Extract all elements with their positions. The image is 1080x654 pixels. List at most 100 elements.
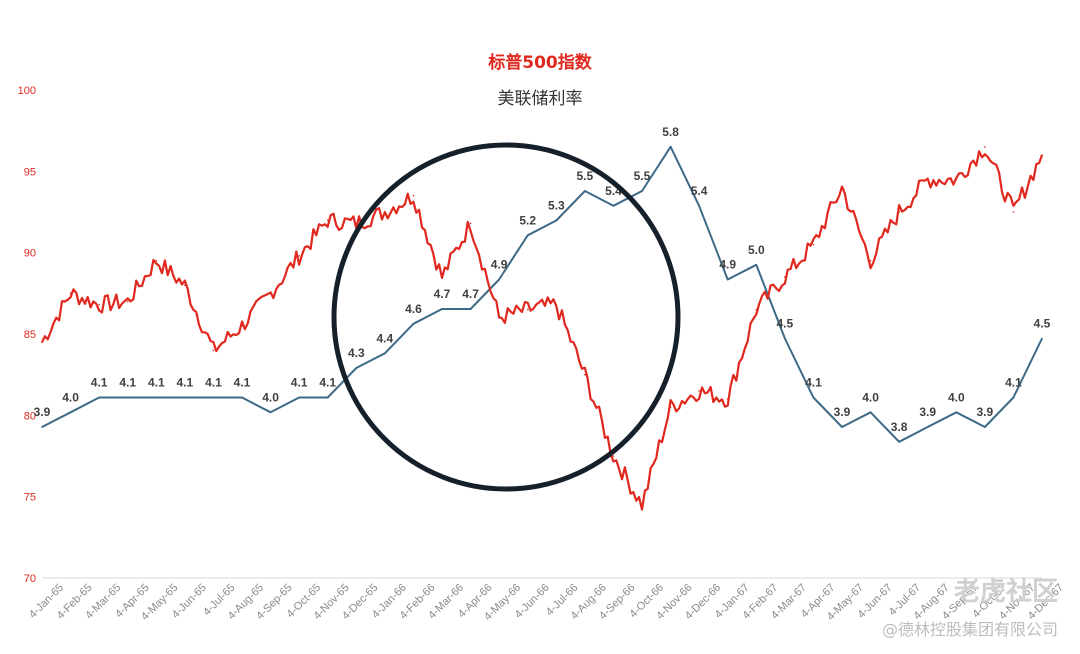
sp500-point <box>641 504 643 506</box>
highlight-circle <box>331 142 681 492</box>
fed-rate-data-label: 4.0 <box>948 390 965 404</box>
fed-rate-point <box>641 190 643 192</box>
fed-rate-point <box>355 367 358 369</box>
fed-rate-point <box>412 322 415 325</box>
fed-rate-point <box>755 263 758 266</box>
fed-rate-point <box>384 352 386 355</box>
sp500-point <box>1012 211 1015 213</box>
sp500-point <box>898 211 900 213</box>
fed-rate-data-label: 4.1 <box>1005 376 1022 390</box>
fed-rate-point <box>698 204 700 207</box>
fed-rate-point <box>526 234 529 237</box>
fed-rate-data-label: 4.9 <box>719 258 736 272</box>
fed-rate-point <box>212 396 215 399</box>
sp500-point <box>784 276 786 278</box>
y-axis: 100 95 90 85 80 75 70 <box>18 85 36 585</box>
sp500-point <box>869 260 872 262</box>
fed-rate-data-label: 5.5 <box>577 169 594 183</box>
fed-rate-data-label: 4.7 <box>434 287 451 301</box>
fed-rate-point <box>241 396 243 399</box>
fed-rate-data-label: 5.5 <box>634 169 651 183</box>
fed-rate-data-label: 4.6 <box>405 302 422 316</box>
fed-rate-data-label: 4.7 <box>462 287 479 301</box>
sp500-point <box>412 194 415 197</box>
y-tick-label: 75 <box>24 492 36 504</box>
fed-rate-data-label: 4.3 <box>348 346 365 360</box>
fed-rate-data-label: 4.1 <box>319 376 336 390</box>
fed-rate-point <box>869 411 872 414</box>
sp500-series <box>41 146 1044 511</box>
fed-rate-data-label: 4.1 <box>234 376 251 390</box>
fed-rate-data-label: 4.1 <box>91 376 108 390</box>
legend-fed-rate: 美联储利率 <box>497 89 583 109</box>
fed-rate-data-label: 4.4 <box>377 331 394 345</box>
sp500-point <box>241 325 243 327</box>
y-tick-label: 80 <box>24 410 36 422</box>
sp500-point <box>498 316 500 319</box>
fed-rate-series <box>41 145 1043 443</box>
y-tick-label: 95 <box>24 166 36 178</box>
fed-rate-data-label: 5.3 <box>548 199 565 213</box>
fed-rate-point <box>98 396 100 399</box>
fed-rate-data-label: 3.9 <box>919 405 936 419</box>
fed-rate-data-label: 4.1 <box>205 376 222 390</box>
fed-rate-data-label: 4.9 <box>491 258 508 272</box>
fed-rate-point <box>726 278 729 281</box>
fed-rate-data-label: 4.1 <box>177 376 194 390</box>
sp500-point <box>441 276 443 278</box>
sp500-point <box>669 406 672 409</box>
fed-rate-point <box>898 440 900 443</box>
sp500-point <box>698 390 700 392</box>
sp500-point <box>269 292 272 295</box>
sp500-point <box>469 222 472 225</box>
fed-rate-data-label: 5.8 <box>662 125 679 139</box>
sp500-point <box>755 308 758 311</box>
fed-rate-line <box>41 145 1043 443</box>
sp500-point <box>126 300 129 303</box>
fed-rate-point <box>441 308 443 310</box>
fed-rate-data-label: 3.9 <box>834 405 851 419</box>
fed-rate-point <box>298 396 300 399</box>
fed-rate-data-label: 3.9 <box>34 405 51 419</box>
sp500-point <box>69 292 72 295</box>
fed-rate-labels: 3.9 4.0 4.1 4.1 4.1 4.1 4.1 4.1 4.0 4.1 4.1 4.3 4.4 4… <box>34 125 1051 434</box>
sp500-point <box>555 303 558 306</box>
fed-rate-point <box>469 308 472 310</box>
fed-rate-point <box>984 426 986 428</box>
sp500-point <box>298 255 300 257</box>
fed-rate-data-label: 4.1 <box>805 376 822 390</box>
annotation-layer <box>331 142 681 492</box>
watermark-logo: 老虎社区 <box>953 577 1058 607</box>
y-tick-label: 100 <box>18 85 36 97</box>
legend-sp500: 标普500指数 <box>488 53 592 73</box>
fed-rate-data-label: 4.0 <box>862 390 879 404</box>
fed-rate-point <box>555 219 558 222</box>
sp500-line <box>41 150 1044 511</box>
sp500-point <box>812 243 815 246</box>
fed-rate-data-label: 4.1 <box>119 376 136 390</box>
fed-rate-point <box>155 396 158 399</box>
sp500-point <box>184 284 186 287</box>
sp500-point <box>841 186 843 189</box>
sp500-point <box>1041 154 1043 156</box>
fed-rate-point <box>69 411 72 414</box>
fed-rate-point <box>184 396 186 399</box>
y-tick-label: 70 <box>24 573 36 585</box>
sp500-point <box>926 178 929 181</box>
fed-rate-point <box>669 145 672 148</box>
fed-rate-point <box>841 426 843 428</box>
sp500-point <box>98 303 100 306</box>
fed-rate-point <box>584 190 586 192</box>
sp500-point <box>326 219 329 221</box>
fed-rate-data-label: 3.8 <box>891 420 908 434</box>
y-tick-label: 90 <box>24 248 36 260</box>
fed-rate-point <box>612 204 615 207</box>
sp500-point <box>984 146 986 148</box>
sp500-point <box>155 260 158 262</box>
fed-rate-point <box>326 396 329 399</box>
sp500-point <box>612 455 615 457</box>
sp500-point <box>41 341 43 343</box>
sp500-point <box>355 222 358 225</box>
fed-rate-data-label: 5.0 <box>748 243 765 257</box>
